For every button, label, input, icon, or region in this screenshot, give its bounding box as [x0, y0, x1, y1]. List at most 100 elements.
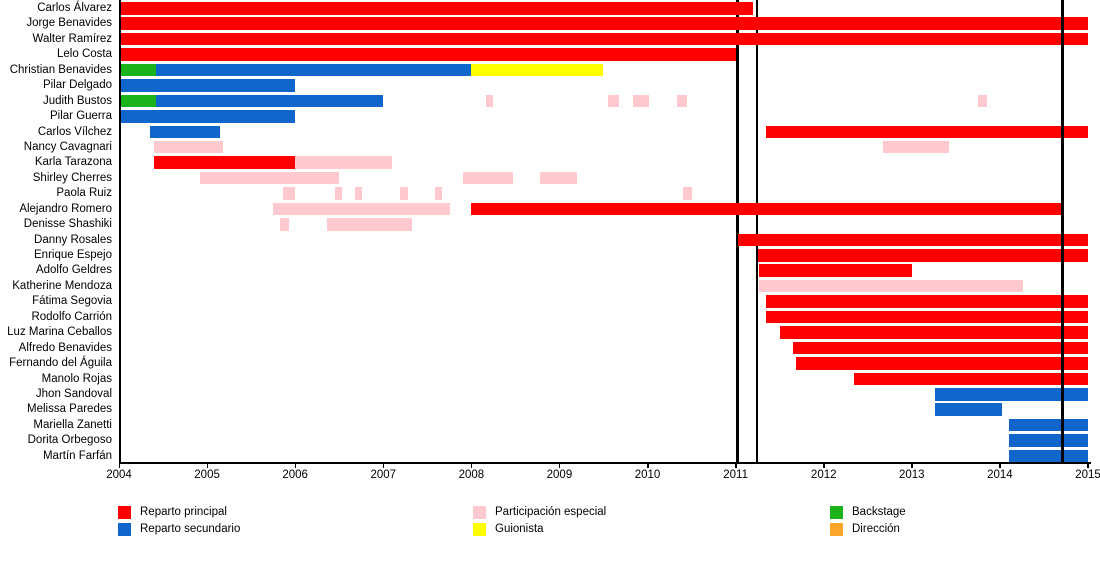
row-label: Fernando del Águila — [9, 357, 112, 370]
timeline-bar — [632, 94, 650, 108]
row-label: Martín Farfán — [42, 449, 112, 462]
timeline-bar — [1008, 418, 1088, 432]
x-axis-tick-label: 2010 — [634, 469, 661, 481]
row-label: Christian Benavides — [9, 63, 112, 76]
timeline-bar — [759, 279, 1023, 293]
y-axis-line — [119, 0, 121, 463]
timeline-bar — [154, 140, 223, 154]
timeline-bar — [766, 295, 1088, 308]
timeline-bar — [486, 94, 494, 108]
row-label: Rodolfo Carrión — [31, 310, 112, 323]
x-axis-tick — [118, 463, 120, 468]
legend-label-secundario: Reparto secundario — [140, 523, 241, 535]
timeline-bar — [295, 156, 393, 169]
x-axis-tick — [382, 463, 385, 468]
x-axis-tick — [470, 463, 473, 468]
row-label: Judith Bustos — [42, 94, 112, 107]
timeline-bar — [119, 48, 736, 61]
row-label: Alejandro Romero — [19, 202, 112, 215]
row-label: Nancy Cavagnari — [23, 140, 112, 153]
timeline-bar — [155, 94, 384, 108]
season-marker-line — [755, 0, 759, 462]
row-label: Walter Ramírez — [32, 32, 112, 45]
x-axis-tick — [1087, 463, 1089, 468]
x-axis-tick-label: 2004 — [106, 469, 132, 481]
row-label: Shirley Cherres — [32, 171, 112, 184]
timeline-bar — [155, 63, 472, 77]
timeline-bar — [757, 249, 1088, 262]
timeline-bar — [119, 94, 156, 108]
timeline-bar — [882, 140, 949, 154]
x-axis-tick-label: 2007 — [370, 469, 397, 481]
row-label: Adolfo Geldres — [35, 264, 112, 277]
timeline-bar — [766, 125, 1088, 139]
x-axis-tick-label: 2013 — [899, 469, 925, 481]
timeline-bar — [766, 310, 1088, 324]
timeline-bar — [273, 202, 451, 216]
x-axis-tick — [558, 463, 561, 468]
x-axis-tick-label: 2008 — [458, 469, 485, 481]
row-label: Paola Ruiz — [56, 187, 112, 200]
timeline-bar — [355, 187, 363, 200]
timeline-bar — [149, 125, 221, 139]
legend-swatch-especial — [473, 506, 486, 519]
x-axis-tick-label: 2006 — [282, 469, 308, 481]
x-axis-tick — [647, 463, 649, 468]
timeline-bar — [853, 372, 1088, 386]
x-axis-tick — [999, 463, 1001, 468]
season-marker-line — [736, 0, 739, 462]
row-label: Karla Tarazona — [34, 156, 112, 169]
row-label: Denisse Shashiki — [23, 218, 112, 231]
row-label: Danny Rosales — [34, 233, 112, 246]
timeline-bar — [676, 94, 688, 108]
row-label: Mariella Zanetti — [33, 418, 112, 431]
x-axis-tick-label: 2014 — [987, 469, 1013, 481]
timeline-bar — [1008, 434, 1088, 447]
timeline-bar — [1008, 449, 1088, 463]
x-axis-tick — [823, 463, 825, 468]
x-axis-tick-label: 2005 — [194, 469, 220, 481]
timeline-bar — [200, 171, 340, 185]
timeline-bar — [471, 202, 1064, 216]
timeline-bar — [792, 341, 1088, 355]
timeline-bar — [540, 171, 578, 185]
x-axis-tick — [206, 463, 209, 468]
timeline-bar — [795, 357, 1088, 370]
legend-label-especial: Participación especial — [495, 506, 607, 518]
row-label: Melissa Paredes — [26, 403, 112, 416]
row-label: Carlos Vílchez — [37, 125, 112, 138]
row-label: Alfredo Benavides — [18, 341, 112, 354]
timeline-bar — [462, 171, 513, 185]
timeline-bar — [607, 94, 620, 108]
row-label: Jhon Sandoval — [35, 388, 112, 400]
timeline-bar — [334, 187, 342, 200]
timeline-bar — [119, 63, 156, 77]
timeline-bar — [738, 233, 1088, 247]
legend-swatch-guionista — [473, 523, 486, 536]
timeline-bar — [282, 187, 296, 200]
x-axis-tick — [911, 463, 913, 468]
row-label: Dorita Orbegoso — [27, 434, 112, 447]
row-label: Katherine Mendoza — [12, 279, 112, 292]
row-label: Luz Marina Ceballos — [7, 326, 112, 339]
x-axis-line — [119, 461, 1091, 464]
row-label: Pilar Delgado — [42, 79, 112, 92]
timeline-bar — [471, 63, 604, 77]
timeline-bar — [280, 218, 289, 231]
timeline-bar — [154, 156, 296, 169]
legend-swatch-secundario — [118, 523, 131, 536]
timeline-bar — [119, 32, 1088, 46]
row-label: Carlos Álvarez — [37, 2, 112, 14]
x-axis-tick-label: 2015 — [1075, 469, 1100, 481]
legend-label-direccion: Dirección — [852, 523, 900, 535]
season-marker-line — [1061, 0, 1064, 462]
x-axis-tick-label: 2009 — [546, 469, 573, 481]
legend-swatch-backstage — [830, 506, 843, 519]
timeline-bar — [119, 79, 296, 92]
timeline-bar — [119, 2, 754, 15]
legend-label-principal: Reparto principal — [140, 506, 227, 518]
timeline-bar — [326, 218, 413, 231]
row-label: Lelo Costa — [57, 48, 112, 61]
